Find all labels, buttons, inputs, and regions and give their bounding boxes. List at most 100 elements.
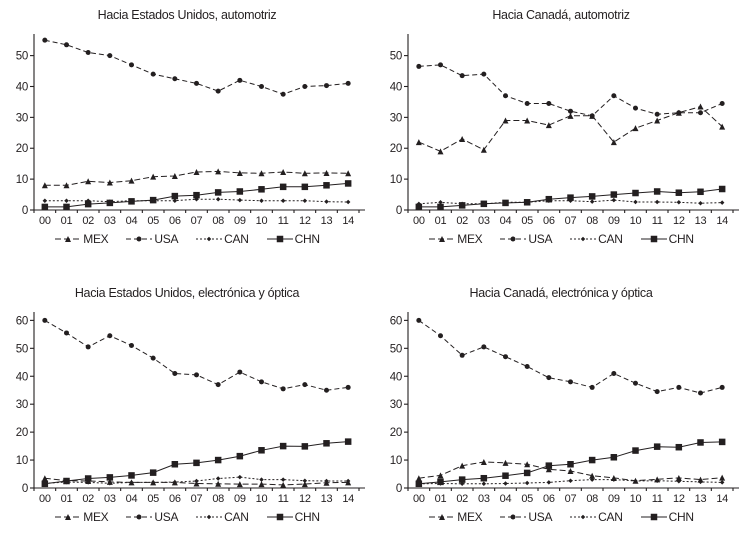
square-icon [502,199,509,207]
square-icon [301,183,309,191]
circle-icon [589,384,595,390]
circle-icon [503,354,508,360]
square-icon [276,235,283,243]
svg-text:01: 01 [435,493,447,505]
legend-item-can: CAN [195,232,249,246]
svg-text:50: 50 [390,51,402,63]
x-tick-labels: 00 01 02 03 04 05 06 07 08 09 10 11 12 13 14 [413,493,728,505]
square-icon [279,442,287,450]
square-icon [415,203,423,211]
circle-icon [719,100,725,106]
series-USA [416,317,725,396]
svg-text:12: 12 [299,493,311,505]
series-CHN [415,438,726,488]
triangle-icon [415,475,422,482]
square-icon [279,183,287,191]
svg-text:12: 12 [673,493,685,505]
circle-icon [345,80,351,86]
legend-marker [55,514,82,520]
diamond-icon [129,480,134,485]
series-CHN [41,180,352,211]
triangle-icon [128,177,135,184]
svg-text:03: 03 [478,215,490,227]
svg-text:07: 07 [565,493,577,505]
legend-item-mex: MEX [54,232,109,246]
svg-text:08: 08 [586,493,598,505]
circle-icon [324,387,329,393]
diamond-icon [259,477,264,482]
triangle-icon [675,474,682,481]
triangle-icon [459,462,466,469]
diamond-icon [64,198,69,203]
triangle-icon [545,466,552,473]
svg-text:04: 04 [126,215,138,227]
triangle-icon [437,148,444,155]
line-chart-us-automotriz: 0 10 20 30 40 50 00 01 02 03 04 05 06 07 08 09 10 11 12 13 1… [16,34,365,227]
circle-icon [136,514,142,520]
circle-icon [64,330,69,336]
legend-label: MEX [457,232,483,246]
y-tick-labels: 0 10 20 30 40 50 [390,51,403,217]
chart-cell-canada-automotriz: Hacia Canadá, automotriz 0 10 20 30 40 50 00 01… [374,0,748,278]
square-icon [718,185,726,193]
legend-label: MEX [83,232,109,246]
svg-text:08: 08 [212,493,224,505]
circle-icon [302,83,308,89]
triangle-icon [545,122,552,129]
square-icon [523,199,531,206]
chart-cell-canada-electronica: Hacia Canadá, electrónica y óptica 0 10 20… [374,278,748,557]
diamond-icon [698,479,703,485]
svg-text:13: 13 [695,215,707,227]
square-icon [41,480,49,488]
circle-icon [633,380,638,386]
svg-text:02: 02 [456,493,468,505]
square-icon [128,198,135,205]
series-MEX [41,168,352,189]
legend-marker [640,513,667,521]
square-icon [323,440,330,447]
diamond-icon [194,478,199,484]
x-tick-labels: 00 01 02 03 04 05 06 07 08 09 10 11 12 13 14 [413,215,728,227]
diamond-icon [172,198,178,203]
square-icon [675,189,683,196]
square-icon [502,472,509,479]
svg-text:10: 10 [256,493,268,505]
triangle-icon [41,182,48,189]
legend-label: CAN [224,510,249,524]
triangle-icon [193,480,200,487]
svg-text:06: 06 [543,493,555,505]
square-icon [545,462,553,469]
circle-icon [698,110,703,116]
diamond-icon [698,200,703,206]
triangle-icon [280,481,287,488]
legend-marker [196,236,223,242]
chart-legend: MEX USA CAN CHN [54,232,320,246]
triangle-icon [439,514,446,520]
circle-icon [438,333,443,339]
diamond-icon [206,514,212,520]
diamond-icon [324,478,329,484]
circle-icon [107,53,113,59]
legend-item-chn: CHN [640,232,694,246]
circle-icon [194,80,199,86]
diamond-icon [611,477,617,482]
triangle-icon [480,459,487,466]
legend-marker [429,236,456,242]
svg-text:0: 0 [22,205,28,217]
axes [404,34,739,213]
legend-item-mex: MEX [54,510,109,524]
square-icon [301,443,309,450]
square-icon [480,474,488,482]
svg-text:02: 02 [456,215,468,227]
svg-text:04: 04 [500,493,512,505]
diamond-icon [150,480,156,485]
svg-text:0: 0 [396,205,402,217]
circle-icon [345,384,351,390]
circle-icon [676,384,682,390]
diamond-icon [481,481,487,487]
circle-icon [654,389,660,395]
diamond-icon [259,198,264,203]
svg-text:30: 30 [16,112,28,124]
diamond-icon [633,478,638,484]
circle-icon [136,236,142,242]
